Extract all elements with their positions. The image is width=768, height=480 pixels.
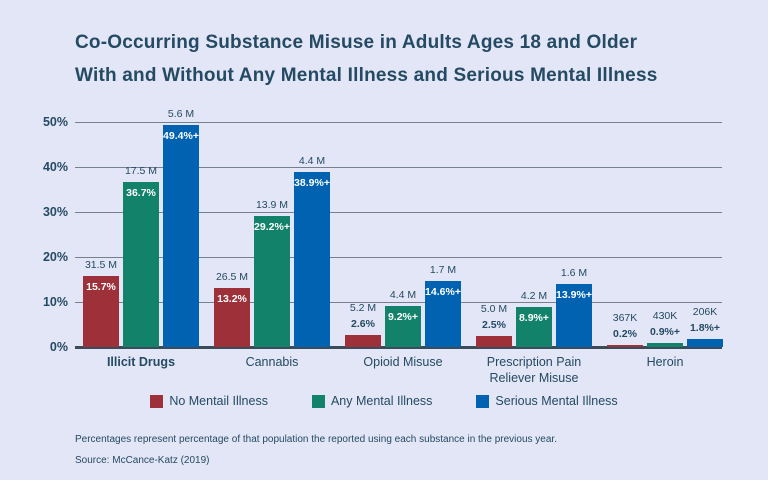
percent-label: 13.2% <box>217 293 247 305</box>
legend-swatch-icon <box>311 394 325 408</box>
percent-label: 8.9%+ <box>518 312 550 324</box>
bar-serious-mental-illness-1 <box>163 125 199 347</box>
percent-label: 38.9%+ <box>294 177 330 189</box>
legend-label: No Mentail Illness <box>169 394 268 408</box>
legend-item-any-mental-illness: Any Mental Illness <box>311 394 433 408</box>
legend-swatch-icon <box>150 394 164 408</box>
gridline-30% <box>75 212 722 213</box>
y-axis-tick-30%: 30% <box>42 205 68 219</box>
gridline-50% <box>75 122 722 123</box>
gridline-10% <box>75 302 722 303</box>
percent-label: 29.2%+ <box>254 221 290 233</box>
y-axis-tick-50%: 50% <box>42 115 68 129</box>
population-label: 13.9 M <box>255 199 289 211</box>
y-axis-tick-40%: 40% <box>42 160 68 174</box>
legend-label: Serious Mental Illness <box>495 394 618 408</box>
bar-no-mentail-illness-4 <box>476 336 512 347</box>
bar-any-mental-illness-4 <box>516 307 552 347</box>
percent-label: 1.8%+ <box>689 322 721 334</box>
population-label: 1.7 M <box>429 264 457 276</box>
percent-label: 14.6%+ <box>425 286 461 298</box>
bar-serious-mental-illness-5 <box>687 339 723 347</box>
percent-label: 2.5% <box>482 319 506 331</box>
bar-no-mentail-illness-5 <box>607 345 643 347</box>
chart-title-line2: With and Without Any Mental Illness and … <box>75 65 658 86</box>
percent-label: 13.9%+ <box>556 289 592 301</box>
population-label: 31.5 M <box>84 259 118 271</box>
percent-label: 36.7% <box>126 187 156 199</box>
population-label: 26.5 M <box>215 271 249 283</box>
population-label: 430K <box>652 310 678 322</box>
percent-label: 0.9%+ <box>649 326 681 338</box>
legend-label: Any Mental Illness <box>330 394 433 408</box>
population-label: 4.4 M <box>298 155 326 167</box>
population-label: 4.4 M <box>389 289 417 301</box>
chart-title: Co-Occurring Substance Misuse in Adults … <box>75 26 657 92</box>
legend: No Mentail Illness Any Mental Illness Seri… <box>0 394 768 408</box>
y-axis-tick-0%: 0% <box>49 340 68 354</box>
legend-swatch-icon <box>476 394 490 408</box>
population-label: 5.2 M <box>349 302 377 314</box>
percent-label: 2.6% <box>351 318 375 330</box>
percent-label: 9.2%+ <box>387 311 419 323</box>
source-text: Source: McCance-Katz (2019) <box>75 455 210 466</box>
bar-any-mental-illness-5 <box>647 343 683 347</box>
population-label: 367K <box>612 312 638 324</box>
population-label: 17.5 M <box>124 165 158 177</box>
chart-title-line1: Co-Occurring Substance Misuse in Adults … <box>75 32 638 53</box>
legend-item-no-mentail-illness: No Mentail Illness <box>150 394 268 408</box>
category-label-2: Cannabis <box>245 355 299 369</box>
population-label: 5.0 M <box>480 303 508 315</box>
bar-no-mentail-illness-1 <box>83 276 119 347</box>
bar-any-mental-illness-1 <box>123 182 159 347</box>
gridline-40% <box>75 167 722 168</box>
gridline-20% <box>75 257 722 258</box>
population-label: 1.6 M <box>560 267 588 279</box>
bar-serious-mental-illness-3 <box>425 281 461 347</box>
y-axis-tick-20%: 20% <box>42 250 68 264</box>
percent-label: 15.7% <box>86 281 116 293</box>
category-label-5: Heroin <box>646 355 684 369</box>
bar-any-mental-illness-3 <box>385 306 421 347</box>
population-label: 4.2 M <box>520 290 548 302</box>
bar-no-mentail-illness-3 <box>345 335 381 347</box>
population-label: 5.6 M <box>167 108 195 120</box>
x-axis-line <box>75 346 722 349</box>
population-label: 206K <box>692 306 718 318</box>
bar-no-mentail-illness-2 <box>214 288 250 347</box>
category-label-1: Illicit Drugs <box>106 355 176 369</box>
footnote-text: Percentages represent percentage of that… <box>75 434 557 445</box>
percent-label: 0.2% <box>613 328 637 340</box>
category-label-3: Opioid Misuse <box>363 355 443 369</box>
y-axis-tick-10%: 10% <box>42 295 68 309</box>
percent-label: 49.4%+ <box>163 130 199 142</box>
bar-serious-mental-illness-2 <box>294 172 330 347</box>
category-label-4: Prescription Pain Reliever Misuse <box>486 355 582 385</box>
legend-item-serious-mental-illness: Serious Mental Illness <box>476 394 618 408</box>
bar-any-mental-illness-2 <box>254 216 290 347</box>
bar-serious-mental-illness-4 <box>556 284 592 347</box>
